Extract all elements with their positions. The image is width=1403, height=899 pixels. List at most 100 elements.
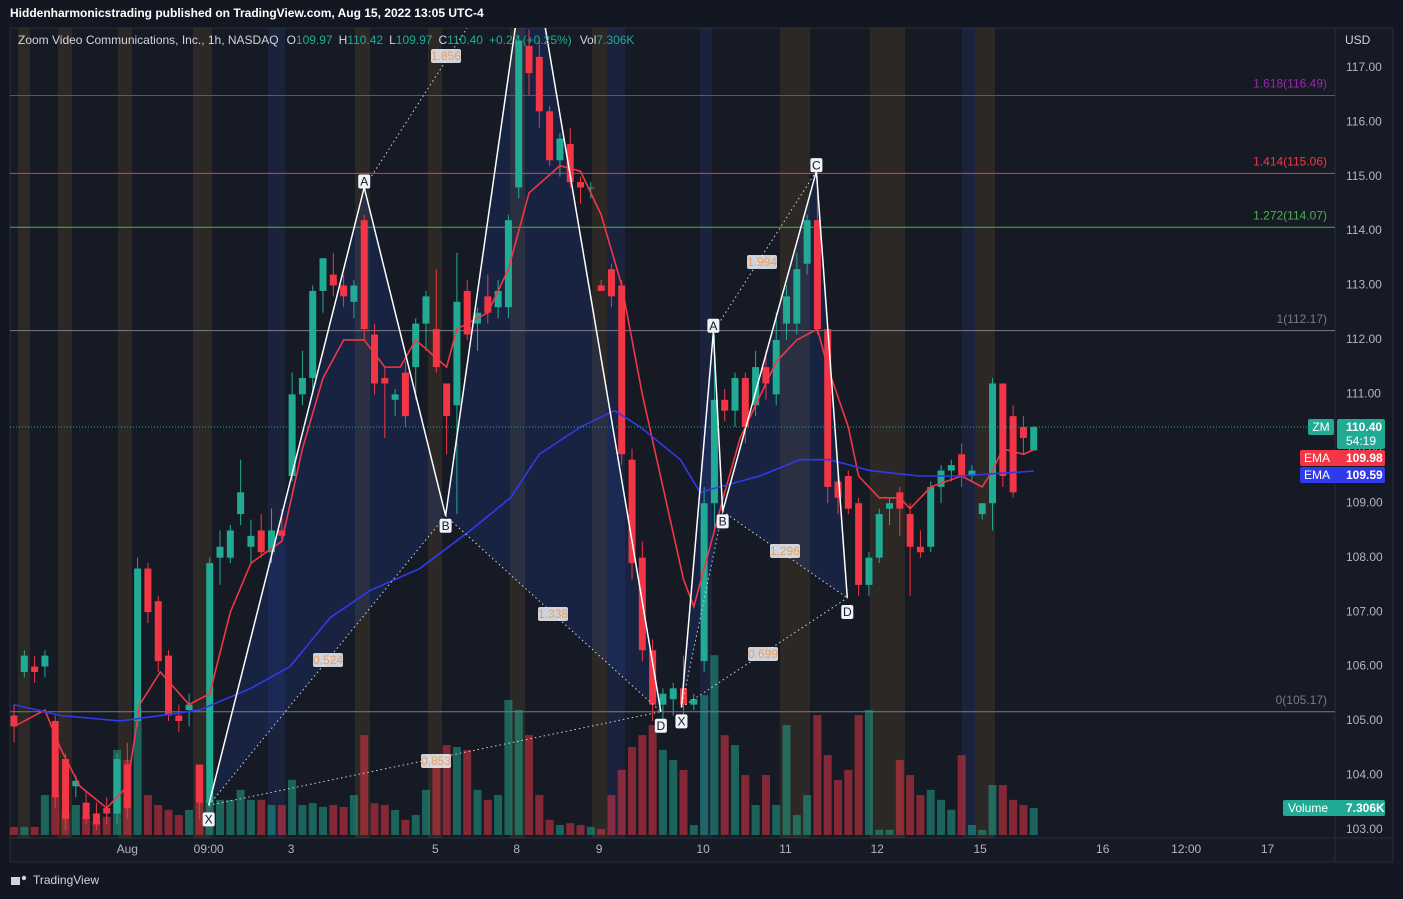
candle-body <box>937 470 945 487</box>
candle-body <box>463 290 471 335</box>
candle-body <box>700 503 708 662</box>
volume-bar <box>864 709 873 835</box>
ohlc-value: 109.97 <box>396 33 433 47</box>
x-tick-label: 12:00 <box>1171 842 1201 856</box>
candle-body <box>947 465 955 471</box>
session-band <box>268 28 285 838</box>
candle-body <box>381 378 389 384</box>
y-tick-label: 117.00 <box>1346 60 1382 74</box>
volume-bar <box>586 826 595 835</box>
volume-bar <box>432 765 441 835</box>
volume-bar <box>844 769 853 835</box>
brand-logo <box>11 877 20 885</box>
volume-bar <box>700 695 709 835</box>
volume-bar <box>185 809 194 835</box>
x-tick-label: 15 <box>973 842 987 856</box>
volume-bar <box>504 699 513 835</box>
candle-body <box>762 367 770 384</box>
volume-bar <box>288 779 297 835</box>
x-tick-label: 17 <box>1261 842 1275 856</box>
volume-bar <box>339 806 348 835</box>
candle-body <box>587 187 595 189</box>
x-tick-label: 3 <box>288 842 295 856</box>
x-tick-label: 16 <box>1096 842 1110 856</box>
candle-body <box>453 301 461 406</box>
pattern-ratio-line <box>722 510 848 599</box>
candle-body <box>813 220 821 330</box>
x-tick-label: 11 <box>779 842 792 856</box>
candle-body <box>546 111 554 161</box>
ema-line <box>13 164 1035 810</box>
ohlc-key: H <box>339 33 348 47</box>
volume-bar <box>329 805 338 835</box>
candle-body <box>535 56 543 112</box>
volume-bar <box>988 785 997 835</box>
volume-bar <box>360 735 369 835</box>
candle-body <box>154 601 162 662</box>
candle-body <box>175 715 183 721</box>
point-label: D <box>843 605 852 619</box>
session-band <box>607 28 625 838</box>
ratio-box <box>313 653 343 667</box>
volume-bar <box>555 825 564 835</box>
currency: USD <box>1345 33 1371 47</box>
candle-body <box>216 546 224 558</box>
candle-body <box>401 372 409 417</box>
candle-body <box>412 323 420 368</box>
ratio-label: 0.853 <box>421 754 451 768</box>
pattern-ratio-line <box>680 511 724 708</box>
volume-bar <box>174 815 183 835</box>
volume-bar <box>741 775 750 835</box>
candle-body <box>165 655 173 716</box>
volume-bar <box>679 769 688 835</box>
volume-bar <box>617 769 626 835</box>
candle-body <box>309 290 317 379</box>
volume-bar <box>803 795 812 835</box>
point-box <box>707 318 720 333</box>
price-tag-countdown: 54:19 <box>1346 434 1376 448</box>
candle-body <box>628 459 636 564</box>
volume-bar <box>1029 807 1038 835</box>
price-tag <box>1337 419 1385 450</box>
candle-body <box>772 339 780 395</box>
harmonic-patterns: 1.856 0.524 1.338 0.853 X A B D 1.994 1.296 0.699 X… <box>202 28 854 827</box>
volume-bar <box>998 785 1007 835</box>
candle-body <box>319 258 327 291</box>
x-tick-label: Aug <box>117 842 138 856</box>
point-box <box>716 514 729 529</box>
volume-bar <box>772 805 781 835</box>
candle-body <box>1009 416 1017 493</box>
change: +0.27 (+0.25%) <box>489 33 572 47</box>
volume-bar <box>597 829 606 835</box>
ohlc-key: C <box>438 33 447 47</box>
point-label: B <box>719 515 727 529</box>
volume-bar <box>947 809 956 835</box>
candle-body <box>607 269 615 297</box>
candle-body <box>422 296 430 324</box>
ohlc-value: 110.42 <box>347 33 383 47</box>
candle-body <box>978 503 986 515</box>
y-tick-label: 109.00 <box>1346 495 1383 509</box>
volume-bar <box>916 795 925 835</box>
pattern-leg <box>207 28 662 806</box>
candle-body <box>92 813 100 825</box>
candle-body <box>710 399 718 504</box>
ohlc-key: L <box>389 33 396 47</box>
candle-body <box>906 514 914 547</box>
volume-bar <box>154 805 163 835</box>
candle-body <box>1030 427 1038 451</box>
volume-bar <box>875 829 884 835</box>
volume-bar <box>349 795 358 835</box>
volume-bar <box>51 795 60 835</box>
candle-body <box>278 530 286 536</box>
candle-body <box>927 486 935 547</box>
volume-bar <box>669 759 678 835</box>
volume-bar <box>10 826 19 835</box>
point-box <box>439 518 452 533</box>
volume-bar <box>566 823 575 835</box>
volume-bar <box>906 775 915 835</box>
candle-body <box>741 378 749 428</box>
candle-body <box>659 693 667 705</box>
volume-bar <box>411 815 420 835</box>
